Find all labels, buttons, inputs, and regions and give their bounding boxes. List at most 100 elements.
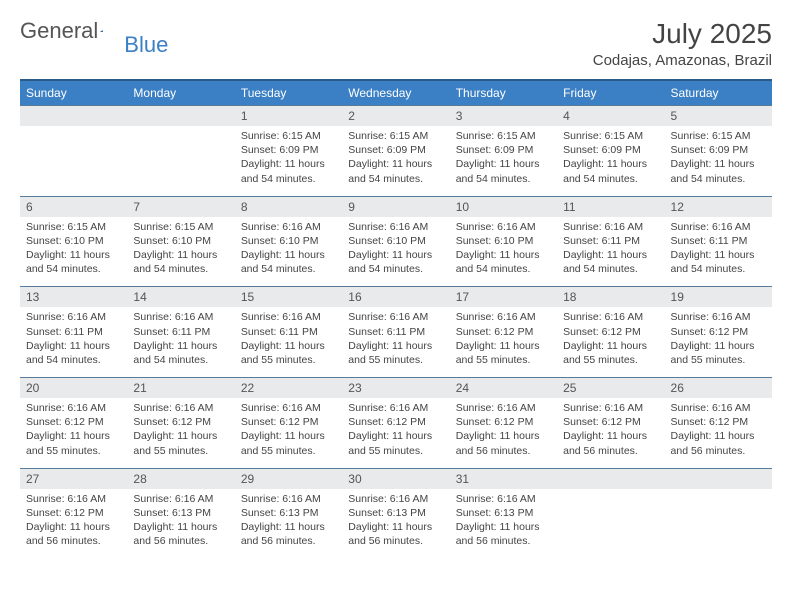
day-info-line: and 54 minutes. xyxy=(456,262,551,276)
day-info-line: Sunrise: 6:15 AM xyxy=(563,129,658,143)
day-info-line: and 56 minutes. xyxy=(563,444,658,458)
day-info-cell: Sunrise: 6:16 AMSunset: 6:10 PMDaylight:… xyxy=(342,217,449,287)
day-info-line: and 56 minutes. xyxy=(456,534,551,548)
day-info-line: Sunset: 6:12 PM xyxy=(26,506,121,520)
day-number-cell xyxy=(665,468,772,489)
day-info-cell: Sunrise: 6:16 AMSunset: 6:12 PMDaylight:… xyxy=(450,307,557,377)
day-info-line: Sunrise: 6:16 AM xyxy=(241,220,336,234)
day-info-line: Sunrise: 6:15 AM xyxy=(133,220,228,234)
day-info-line: Sunrise: 6:16 AM xyxy=(348,220,443,234)
day-info-cell: Sunrise: 6:16 AMSunset: 6:12 PMDaylight:… xyxy=(20,489,127,559)
day-info-line: and 55 minutes. xyxy=(456,353,551,367)
day-info-cell: Sunrise: 6:16 AMSunset: 6:13 PMDaylight:… xyxy=(450,489,557,559)
title-block: July 2025 Codajas, Amazonas, Brazil xyxy=(593,18,772,69)
day-info-line: Daylight: 11 hours xyxy=(241,248,336,262)
month-title: July 2025 xyxy=(593,18,772,50)
day-info-line: Sunset: 6:10 PM xyxy=(348,234,443,248)
day-info-line: Sunset: 6:12 PM xyxy=(563,415,658,429)
day-info-line: Sunset: 6:13 PM xyxy=(241,506,336,520)
day-info-line: Sunset: 6:12 PM xyxy=(671,325,766,339)
day-info-line: Sunrise: 6:15 AM xyxy=(348,129,443,143)
day-info-line: and 54 minutes. xyxy=(26,353,121,367)
day-number-row: 20212223242526 xyxy=(20,378,772,399)
day-info-cell: Sunrise: 6:16 AMSunset: 6:12 PMDaylight:… xyxy=(450,398,557,468)
day-info-line: Sunrise: 6:16 AM xyxy=(671,220,766,234)
day-info-line: Sunset: 6:11 PM xyxy=(133,325,228,339)
day-info-line: Sunrise: 6:15 AM xyxy=(26,220,121,234)
day-number-cell: 14 xyxy=(127,287,234,308)
day-of-week-row: SundayMondayTuesdayWednesdayThursdayFrid… xyxy=(20,80,772,106)
day-number-cell: 27 xyxy=(20,468,127,489)
day-info-cell: Sunrise: 6:15 AMSunset: 6:09 PMDaylight:… xyxy=(665,126,772,196)
day-header: Tuesday xyxy=(235,80,342,106)
day-info-cell: Sunrise: 6:15 AMSunset: 6:09 PMDaylight:… xyxy=(557,126,664,196)
day-info-line: Sunset: 6:11 PM xyxy=(26,325,121,339)
day-info-line: and 54 minutes. xyxy=(348,262,443,276)
day-info-line: Daylight: 11 hours xyxy=(671,248,766,262)
day-info-line: and 56 minutes. xyxy=(671,444,766,458)
day-info-line: Daylight: 11 hours xyxy=(133,339,228,353)
day-info-line: Sunrise: 6:15 AM xyxy=(671,129,766,143)
day-number-cell: 23 xyxy=(342,378,449,399)
day-info-line: and 55 minutes. xyxy=(26,444,121,458)
day-info-line: Daylight: 11 hours xyxy=(348,520,443,534)
day-number-cell: 3 xyxy=(450,106,557,127)
day-info-line: Sunset: 6:12 PM xyxy=(563,325,658,339)
day-info-line: Daylight: 11 hours xyxy=(133,429,228,443)
day-info-line: Sunrise: 6:16 AM xyxy=(26,492,121,506)
day-info-line: Sunset: 6:09 PM xyxy=(241,143,336,157)
day-info-line: Daylight: 11 hours xyxy=(26,339,121,353)
day-info-line: Sunrise: 6:16 AM xyxy=(133,401,228,415)
day-info-line: and 54 minutes. xyxy=(456,172,551,186)
day-info-line: Sunset: 6:11 PM xyxy=(563,234,658,248)
day-info-cell: Sunrise: 6:15 AMSunset: 6:10 PMDaylight:… xyxy=(20,217,127,287)
day-info-line: Sunset: 6:12 PM xyxy=(26,415,121,429)
day-info-line: and 54 minutes. xyxy=(563,262,658,276)
day-info-row: Sunrise: 6:16 AMSunset: 6:12 PMDaylight:… xyxy=(20,489,772,559)
day-info-cell xyxy=(20,126,127,196)
day-number-cell: 19 xyxy=(665,287,772,308)
day-info-line: Daylight: 11 hours xyxy=(456,339,551,353)
day-info-line: and 55 minutes. xyxy=(348,444,443,458)
day-number-cell xyxy=(127,106,234,127)
day-number-cell: 22 xyxy=(235,378,342,399)
day-info-line: Sunrise: 6:16 AM xyxy=(456,492,551,506)
day-info-line: and 55 minutes. xyxy=(133,444,228,458)
day-info-line: Sunrise: 6:16 AM xyxy=(671,401,766,415)
day-info-line: and 54 minutes. xyxy=(133,262,228,276)
day-number-cell: 10 xyxy=(450,196,557,217)
day-number-cell: 11 xyxy=(557,196,664,217)
day-info-line: Sunset: 6:09 PM xyxy=(348,143,443,157)
day-info-cell: Sunrise: 6:16 AMSunset: 6:11 PMDaylight:… xyxy=(665,217,772,287)
day-info-cell xyxy=(665,489,772,559)
day-info-line: Sunrise: 6:16 AM xyxy=(26,401,121,415)
day-number-cell: 17 xyxy=(450,287,557,308)
day-info-line: Daylight: 11 hours xyxy=(456,248,551,262)
day-header: Friday xyxy=(557,80,664,106)
day-info-line: Sunset: 6:10 PM xyxy=(241,234,336,248)
day-number-cell: 12 xyxy=(665,196,772,217)
day-info-line: Daylight: 11 hours xyxy=(563,429,658,443)
day-info-row: Sunrise: 6:16 AMSunset: 6:11 PMDaylight:… xyxy=(20,307,772,377)
day-info-line: Daylight: 11 hours xyxy=(241,339,336,353)
day-info-line: Daylight: 11 hours xyxy=(348,429,443,443)
day-info-line: Daylight: 11 hours xyxy=(348,248,443,262)
day-info-cell: Sunrise: 6:16 AMSunset: 6:12 PMDaylight:… xyxy=(127,398,234,468)
day-info-line: Sunset: 6:10 PM xyxy=(133,234,228,248)
day-number-cell: 18 xyxy=(557,287,664,308)
day-info-line: Daylight: 11 hours xyxy=(671,339,766,353)
day-number-cell: 29 xyxy=(235,468,342,489)
day-info-line: Sunset: 6:13 PM xyxy=(348,506,443,520)
day-info-cell: Sunrise: 6:15 AMSunset: 6:09 PMDaylight:… xyxy=(342,126,449,196)
day-info-line: Sunrise: 6:16 AM xyxy=(241,310,336,324)
day-info-line: Sunset: 6:12 PM xyxy=(133,415,228,429)
day-info-line: Daylight: 11 hours xyxy=(563,248,658,262)
day-info-line: Daylight: 11 hours xyxy=(456,520,551,534)
day-number-cell: 7 xyxy=(127,196,234,217)
day-header: Sunday xyxy=(20,80,127,106)
day-info-cell: Sunrise: 6:16 AMSunset: 6:12 PMDaylight:… xyxy=(665,398,772,468)
day-info-line: Sunrise: 6:16 AM xyxy=(133,492,228,506)
day-info-line: Sunrise: 6:16 AM xyxy=(26,310,121,324)
day-info-line: and 54 minutes. xyxy=(671,262,766,276)
day-info-cell: Sunrise: 6:16 AMSunset: 6:12 PMDaylight:… xyxy=(557,307,664,377)
